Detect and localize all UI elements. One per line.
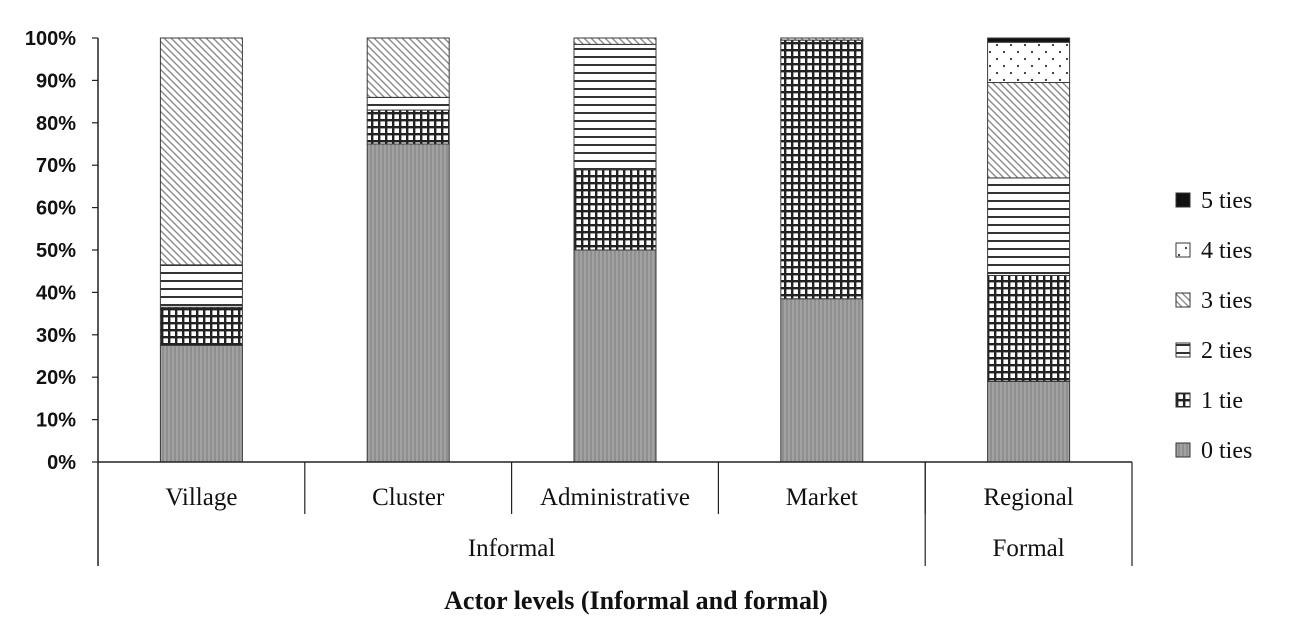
x-category-label: Village: [165, 484, 237, 511]
legend-swatch: [1175, 192, 1191, 208]
y-tick-label: 90%: [36, 70, 76, 92]
y-tick-label: 0%: [47, 452, 76, 474]
legend-swatch: [1175, 242, 1191, 258]
legend-label: 2 ties: [1201, 338, 1252, 364]
x-group-label: Formal: [992, 535, 1064, 562]
legend-swatch: [1175, 442, 1191, 458]
y-tick-label: 60%: [36, 198, 76, 220]
legend-label: 0 ties: [1201, 438, 1252, 464]
bar-segment-3-ties-market: [780, 37, 864, 41]
y-tick-label: 70%: [36, 155, 76, 177]
y-tick-label: 80%: [36, 113, 76, 135]
y-tick-label: 20%: [36, 367, 76, 389]
bar-segment-3-ties-administrative: [573, 37, 657, 45]
bar-segment-3-ties-village: [159, 37, 243, 266]
bar-segment-2-ties-cluster: [366, 96, 450, 111]
legend-swatch: [1175, 392, 1191, 408]
y-tick-label: 100%: [25, 28, 76, 50]
x-category-label: Market: [786, 484, 858, 511]
bar-segment-2-ties-administrative: [573, 43, 657, 170]
bar-segment-3-ties-cluster: [366, 37, 450, 98]
legend-swatch: [1175, 342, 1191, 358]
y-tick-label: 50%: [36, 240, 76, 262]
bar-segment-0-ties-regional: [987, 380, 1071, 463]
bar-segment-5-ties-regional: [987, 37, 1071, 43]
bar-segment-1-tie-village: [159, 306, 243, 346]
legend-swatch: [1175, 292, 1191, 308]
legend-label: 1 tie: [1201, 388, 1243, 414]
x-category-label: Administrative: [540, 484, 690, 511]
bar-segment-1-tie-market: [780, 39, 864, 300]
bar-segment-0-ties-village: [159, 344, 243, 463]
x-group-label: Informal: [468, 535, 556, 562]
bar-segment-0-ties-administrative: [573, 249, 657, 463]
axes: [97, 38, 1133, 566]
x-category-label: Regional: [983, 484, 1073, 511]
bar-segment-3-ties-regional: [987, 82, 1071, 179]
x-category-label: Cluster: [372, 484, 445, 511]
bar-segment-0-ties-cluster: [366, 143, 450, 463]
bar-segment-2-ties-village: [159, 264, 243, 308]
y-tick-label: 40%: [36, 282, 76, 304]
legend-label: 3 ties: [1201, 288, 1252, 314]
bar-segment-1-tie-cluster: [366, 109, 450, 145]
x-axis-title: Actor levels (Informal and formal): [444, 586, 828, 615]
legend: 5 ties 4 ties 3 ties 2 ties 1 tie 0 ties: [1175, 188, 1252, 464]
legend-label: 4 ties: [1201, 238, 1252, 264]
x-axis-categories: Village Cluster Administrative Market Region…: [165, 484, 1073, 562]
bar-segment-1-tie-regional: [987, 274, 1071, 382]
legend-label: 5 ties: [1201, 188, 1252, 214]
y-tick-label: 30%: [36, 325, 76, 347]
bar-segment-1-tie-administrative: [573, 168, 657, 251]
bar-segment-0-ties-market: [780, 298, 864, 463]
y-axis-ticks: 0% 10% 20% 30% 40% 50% 60% 70% 80% 90% 100%: [25, 28, 98, 474]
y-tick-label: 10%: [36, 410, 76, 432]
bar-segment-2-ties-regional: [987, 177, 1071, 276]
bar-segment-4-ties-regional: [987, 41, 1071, 84]
bars-group: [159, 37, 1071, 463]
